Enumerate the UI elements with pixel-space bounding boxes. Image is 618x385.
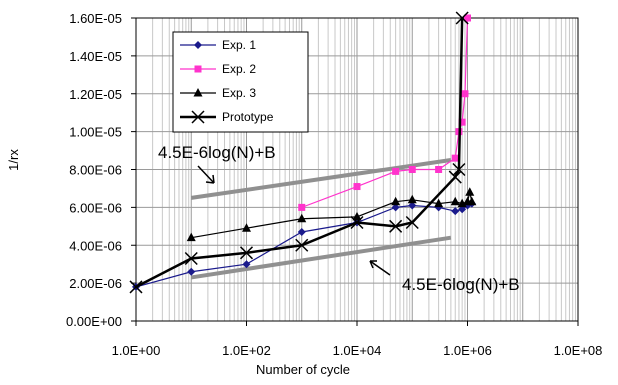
- series-4: [129, 11, 469, 294]
- legend-marker: [193, 88, 203, 97]
- data-point: [187, 267, 196, 276]
- data-point: [297, 213, 307, 223]
- data-point: [451, 154, 459, 162]
- data-point: [458, 205, 467, 214]
- legend-marker: [194, 65, 202, 73]
- x-tick-label: 1.0E+04: [333, 343, 382, 358]
- data-point: [435, 166, 443, 173]
- series-line: [135, 17, 464, 289]
- data-point: [353, 183, 361, 191]
- legend-marker: [191, 110, 205, 124]
- data-point: [448, 170, 462, 184]
- legend-label: Exp. 2: [222, 62, 256, 76]
- data-point: [408, 201, 417, 210]
- y-axis-label: 1/rx: [6, 149, 21, 171]
- x-tick-label: 1.0E+08: [554, 343, 603, 358]
- reference-lines: [190, 158, 452, 280]
- series-line: [191, 192, 473, 239]
- x-tick-label: 1.0E+06: [443, 343, 492, 358]
- data-point: [405, 215, 419, 230]
- data-point: [298, 203, 306, 211]
- data-point: [450, 196, 460, 206]
- y-tick-label: 1.60E-05: [69, 11, 122, 26]
- y-tick-label: 0.00E+00: [66, 314, 122, 329]
- y-tick-label: 2.00E-06: [69, 276, 122, 291]
- data-point: [407, 194, 417, 204]
- data-point: [389, 219, 403, 233]
- axis-ticks: 1.0E+00 1.0E+02 1.0E+04 1.0E+06 1.0E+08 0.00E…: [66, 11, 602, 358]
- y-tick-label: 1.20E-05: [69, 87, 122, 102]
- series-3: [186, 187, 477, 242]
- series-line: [301, 17, 469, 208]
- data-point: [458, 118, 466, 126]
- data-point: [391, 203, 400, 212]
- data-point: [242, 223, 251, 232]
- series-group: [129, 11, 477, 294]
- data-point: [451, 207, 460, 216]
- reference-line: [190, 158, 452, 200]
- reference-line: [190, 235, 452, 280]
- data-point: [242, 260, 251, 269]
- x-axis-label: Number of cycle: [256, 362, 350, 377]
- annotation-lower: 4.5E-6log(N)+B: [402, 275, 520, 294]
- annotation-upper: 4.5E-6log(N)+B: [158, 143, 276, 162]
- data-point: [408, 166, 416, 173]
- data-point: [350, 215, 364, 230]
- data-point: [186, 232, 196, 242]
- data-point: [184, 251, 198, 266]
- y-tick-label: 6.00E-06: [69, 200, 122, 215]
- legend: Exp. 1 Exp. 2 Exp. 3 Prototype: [172, 31, 309, 133]
- data-point: [297, 227, 306, 236]
- data-point: [464, 14, 471, 22]
- legend-label: Exp. 1: [222, 38, 256, 52]
- data-point: [391, 196, 401, 206]
- legend-label: Prototype: [222, 110, 274, 124]
- y-tick-label: 1.40E-05: [69, 49, 122, 64]
- annotation-arrow-lower: [369, 260, 391, 276]
- data-point: [461, 90, 469, 98]
- annotations: 4.5E-6log(N)+B 4.5E-6log(N)+B: [158, 143, 520, 294]
- data-point: [129, 280, 143, 294]
- data-point: [434, 198, 444, 208]
- legend-label: Exp. 3: [222, 86, 256, 100]
- data-point: [239, 246, 254, 260]
- annotation-arrow-upper: [197, 165, 215, 184]
- data-point: [352, 211, 362, 221]
- legend-marker: [194, 41, 202, 49]
- data-point: [465, 187, 475, 196]
- data-point: [392, 167, 400, 175]
- x-tick-label: 1.0E+00: [112, 343, 161, 358]
- data-point: [452, 162, 466, 177]
- data-point: [295, 238, 309, 252]
- data-point: [455, 11, 469, 25]
- data-point: [467, 196, 477, 206]
- x-tick-label: 1.0E+02: [222, 343, 271, 358]
- y-tick-label: 8.00E-06: [69, 163, 122, 178]
- y-tick-label: 1.00E-05: [69, 125, 122, 140]
- y-tick-label: 4.00E-06: [69, 238, 122, 253]
